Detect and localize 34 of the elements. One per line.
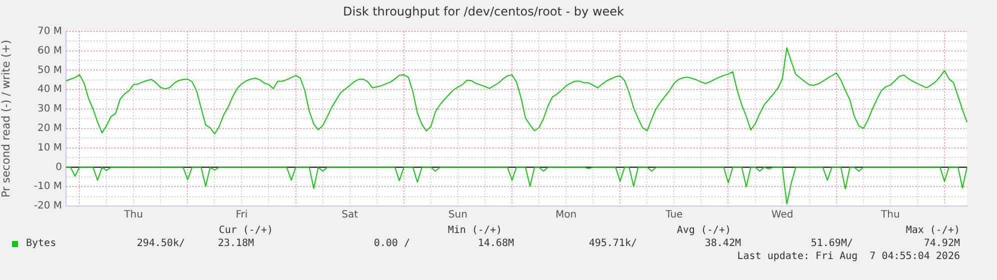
- x-tick-label: Thu: [880, 210, 900, 221]
- text: Avg (-/+): [676, 225, 731, 236]
- text: 51.69M/: [810, 238, 853, 249]
- text: 294.50k/: [136, 238, 185, 249]
- text: 23.18M: [218, 238, 254, 249]
- y-tick-label: 10 M: [37, 142, 62, 154]
- text: 495.71k/: [588, 238, 637, 249]
- text: 74.92M: [924, 238, 960, 249]
- x-tick-label: Thu: [123, 210, 143, 221]
- y-axis-title: Pr second read (-) / write (+): [0, 40, 12, 198]
- x-tick-label: Mon: [556, 210, 577, 221]
- text: 14.68M: [478, 238, 514, 249]
- text: Cur (-/+): [218, 225, 273, 236]
- x-tick-label: Fri: [236, 210, 248, 221]
- y-tick-label: -20 M: [34, 200, 62, 212]
- y-tick-label: 50 M: [37, 64, 62, 76]
- x-tick-label: Tue: [664, 210, 683, 221]
- y-tick-label: 30 M: [37, 104, 62, 115]
- text: Last update: Fri Aug 7 04:55:04 2026: [737, 251, 960, 262]
- x-tick-label: Sun: [448, 210, 468, 221]
- y-tick-label: 40 M: [37, 84, 62, 96]
- text: 0.00 /: [374, 238, 410, 249]
- text: 38.42M: [704, 238, 741, 249]
- y-tick-label: 0: [56, 162, 62, 173]
- x-tick-label: Wed: [771, 210, 794, 221]
- x-tick-label: Sat: [342, 210, 358, 221]
- y-tick-label: 70 M: [37, 26, 62, 37]
- text: Min (-/+): [448, 225, 502, 236]
- y-tick-label: 20 M: [37, 122, 62, 134]
- y-tick-label: 60 M: [37, 45, 62, 56]
- y-tick-label: -10 M: [34, 181, 62, 192]
- legend-label: Bytes: [26, 238, 56, 249]
- text: Max (-/+): [906, 225, 960, 236]
- chart-title: Disk throughput for /dev/centos/root - by week: [343, 4, 624, 18]
